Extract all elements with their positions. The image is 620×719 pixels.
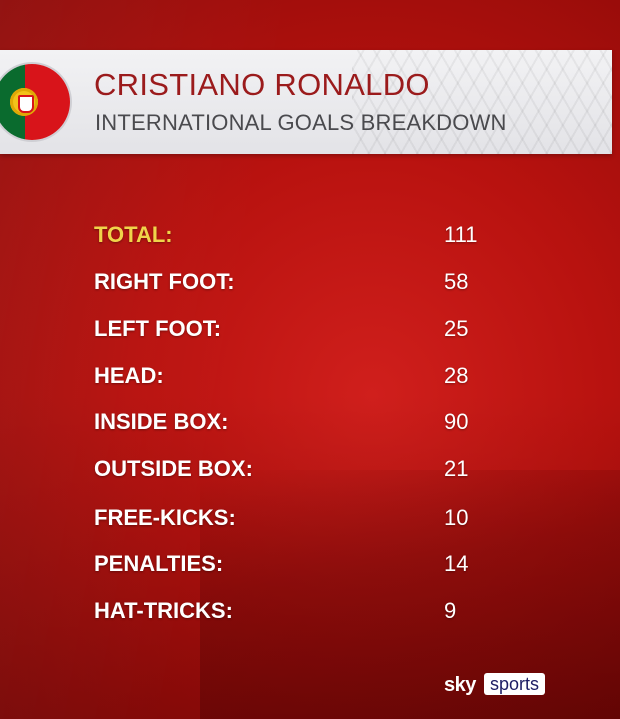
page-subtitle: INTERNATIONAL GOALS BREAKDOWN	[95, 110, 507, 135]
stadium-stand-background	[200, 470, 620, 719]
logo-sky-text: sky	[444, 674, 476, 696]
stat-label: OUTSIDE BOX:	[94, 456, 253, 481]
stat-row-total: TOTAL: 111	[0, 222, 620, 262]
stat-label: HAT-TRICKS:	[94, 598, 233, 623]
sky-sports-logo: sky sports	[444, 672, 564, 698]
header-panel: CRISTIANO RONALDO INTERNATIONAL GOALS BR…	[0, 50, 612, 154]
stat-row-inside-box: INSIDE BOX: 90	[0, 409, 620, 449]
portugal-flag-icon	[0, 64, 70, 140]
stat-label: RIGHT FOOT:	[94, 269, 235, 294]
stat-row-outside-box: OUTSIDE BOX: 21	[0, 456, 620, 496]
stat-value: 14	[444, 551, 469, 576]
stat-row-right-foot: RIGHT FOOT: 58	[0, 269, 620, 309]
stat-value: 90	[444, 409, 469, 434]
stat-value: 58	[444, 269, 469, 294]
logo-sports-text: sports	[484, 673, 546, 695]
stat-value: 25	[444, 316, 469, 341]
stat-label: PENALTIES:	[94, 551, 224, 576]
stat-value: 10	[444, 505, 469, 530]
stat-value: 21	[444, 456, 469, 481]
shield-emblem	[18, 95, 34, 113]
stat-label: INSIDE BOX:	[94, 409, 229, 434]
header-pattern	[352, 50, 612, 154]
stat-label: LEFT FOOT:	[94, 316, 222, 341]
stat-row-left-foot: LEFT FOOT: 25	[0, 316, 620, 356]
stat-label: FREE-KICKS:	[94, 505, 236, 530]
stat-row-hat-tricks: HAT-TRICKS: 9	[0, 598, 620, 638]
page-title: CRISTIANO RONALDO	[94, 67, 430, 102]
stat-value: 28	[444, 363, 469, 388]
stat-row-head: HEAD: 28	[0, 363, 620, 403]
stat-label: HEAD:	[94, 363, 164, 388]
stat-row-penalties: PENALTIES: 14	[0, 551, 620, 591]
stat-label: TOTAL:	[94, 222, 173, 247]
stat-row-free-kicks: FREE-KICKS: 10	[0, 505, 620, 545]
stat-value: 9	[444, 598, 457, 623]
stat-value: 111	[444, 222, 478, 247]
